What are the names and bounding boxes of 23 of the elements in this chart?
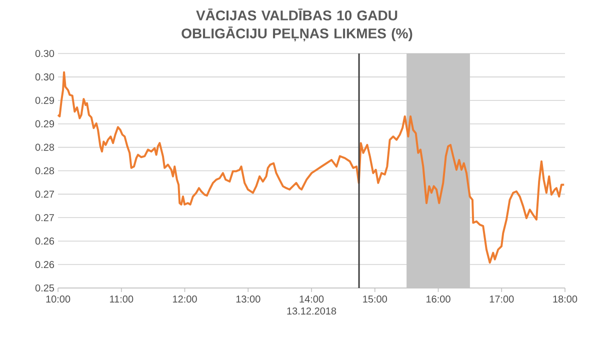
y-tick-label: 0.27 — [35, 214, 54, 222]
x-tick-label: 13:00 — [236, 296, 260, 303]
y-tick-label: 0.28 — [35, 144, 54, 151]
y-tick-label: 0.27 — [35, 190, 54, 198]
line-series — [57, 71, 566, 264]
y-tick-label: 0.28 — [35, 167, 54, 174]
x-tick-label: 17:00 — [490, 296, 514, 303]
y-tick-label: 0.26 — [35, 238, 54, 245]
x-tick-label: 16:00 — [426, 296, 450, 303]
y-tick-label: 0.30 — [35, 73, 54, 80]
x-tick-label: 15:00 — [363, 296, 387, 303]
chart-title: VĀCIJAS VALDĪBAS 10 GADU OBLIGĀCIJU PEĻŅAS LIKMES (%) — [182, 8, 412, 42]
y-tick-label: 0.30 — [35, 50, 54, 58]
x-axis-title: 13.12.2018 — [287, 307, 336, 315]
y-tick-label: 0.29 — [35, 120, 54, 128]
x-tick-label: 11:00 — [110, 296, 134, 303]
x-tick-label: 18:00 — [553, 296, 578, 303]
y-tick-label: 0.26 — [35, 261, 54, 268]
y-tick-label: 0.29 — [35, 96, 54, 104]
x-tick-label: 14:00 — [300, 296, 324, 303]
y-tick-label: 0.25 — [35, 284, 54, 292]
x-tick-label: 10:00 — [46, 296, 70, 303]
x-tick-label: 12:00 — [173, 296, 197, 303]
